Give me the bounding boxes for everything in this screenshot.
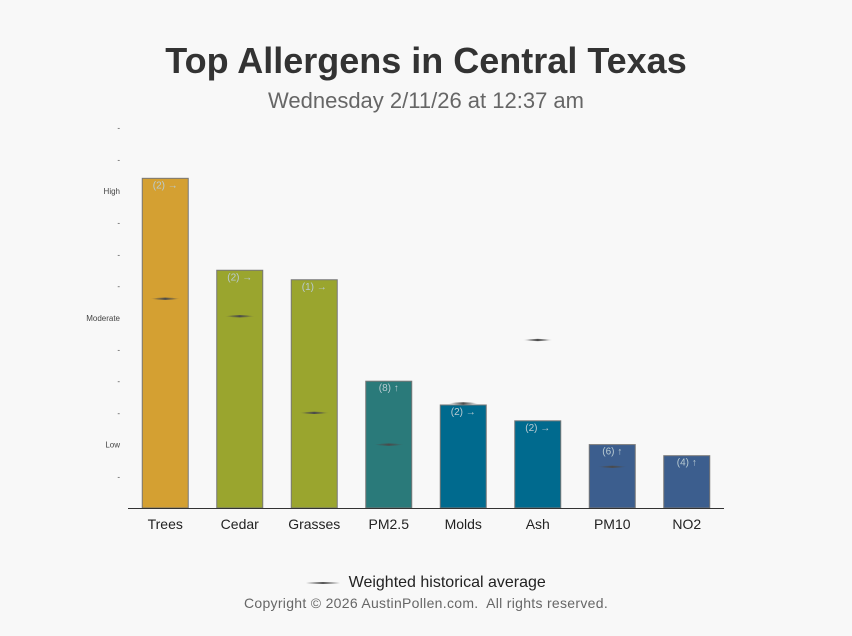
y-tick-label: -: [117, 377, 120, 386]
y-tick-label: -: [117, 472, 120, 481]
y-tick-label: High: [104, 187, 120, 196]
historical-average-mark: [224, 315, 255, 318]
y-tick-label: -: [117, 155, 120, 164]
y-tick-label: -: [117, 346, 120, 355]
y-tick-label: Moderate: [86, 314, 120, 323]
historical-average-mark: [299, 411, 330, 414]
chart-legend: Weighted historical average: [0, 574, 852, 592]
bar-value-label: (2) →: [451, 407, 476, 418]
historical-average-mark: [522, 338, 553, 342]
y-tick-label: -: [117, 282, 120, 291]
historical-average-layer: [150, 297, 628, 468]
x-tick-label: PM2.5: [369, 516, 410, 532]
y-axis: - Low - - - Moderate - - - High - -: [86, 124, 120, 482]
bar-pm10: [588, 444, 636, 509]
x-tick-label: Ash: [526, 516, 550, 532]
y-tick-label: -: [117, 219, 120, 228]
chart-title: Top Allergens in Central Texas: [165, 40, 687, 81]
bar-ash: [514, 420, 562, 509]
legend-average-line-icon: [306, 581, 341, 584]
y-tick-label: -: [117, 250, 120, 259]
x-tick-label: Grasses: [288, 516, 340, 532]
bar-molds: [439, 404, 487, 509]
bar-value-label: (4) ↑: [677, 458, 697, 469]
y-tick-label: -: [117, 409, 120, 418]
x-tick-label: Trees: [148, 516, 183, 532]
y-tick-label: -: [117, 124, 120, 133]
bar-cedar: [216, 269, 264, 509]
bar-no2: [663, 455, 711, 509]
historical-average-mark: [448, 402, 479, 405]
x-tick-label: Molds: [445, 516, 482, 532]
bar-trees: [141, 177, 189, 509]
copyright-text: Copyright © 2026 AustinPollen.com. All r…: [243, 595, 609, 611]
bar-grasses: [290, 279, 338, 509]
x-tick-label: PM10: [594, 516, 631, 532]
x-tick-label: NO2: [672, 516, 701, 532]
historical-average-mark: [373, 443, 404, 446]
historical-average-mark: [150, 297, 181, 300]
allergen-bar-chart: (2) → (2) → (1) → (8) ↑ (2) → (2) → (6) ↑ (4) ↑…: [86, 124, 724, 532]
bar-labels-layer: (2) → (2) → (1) → (8) ↑ (2) → (2) → (6) ↑ (4) ↑: [153, 180, 697, 468]
bars-layer: [141, 177, 711, 509]
historical-average-mark: [597, 465, 628, 468]
chart-subtitle: Wednesday 2/11/26 at 12:37 am: [268, 88, 584, 113]
bar-value-label: (2) →: [153, 180, 178, 191]
bar-value-label: (6) ↑: [602, 447, 622, 458]
bar-value-label: (2) →: [227, 272, 252, 283]
x-tick-label: Cedar: [221, 516, 259, 532]
bar-value-label: (2) →: [525, 423, 550, 434]
bar-value-label: (1) →: [302, 282, 327, 293]
x-axis: Trees Cedar Grasses PM2.5 Molds Ash PM10 NO2: [128, 508, 724, 532]
y-tick-label: Low: [105, 441, 120, 450]
bar-value-label: (8) ↑: [379, 383, 399, 394]
legend-label: Weighted historical average: [348, 574, 546, 591]
